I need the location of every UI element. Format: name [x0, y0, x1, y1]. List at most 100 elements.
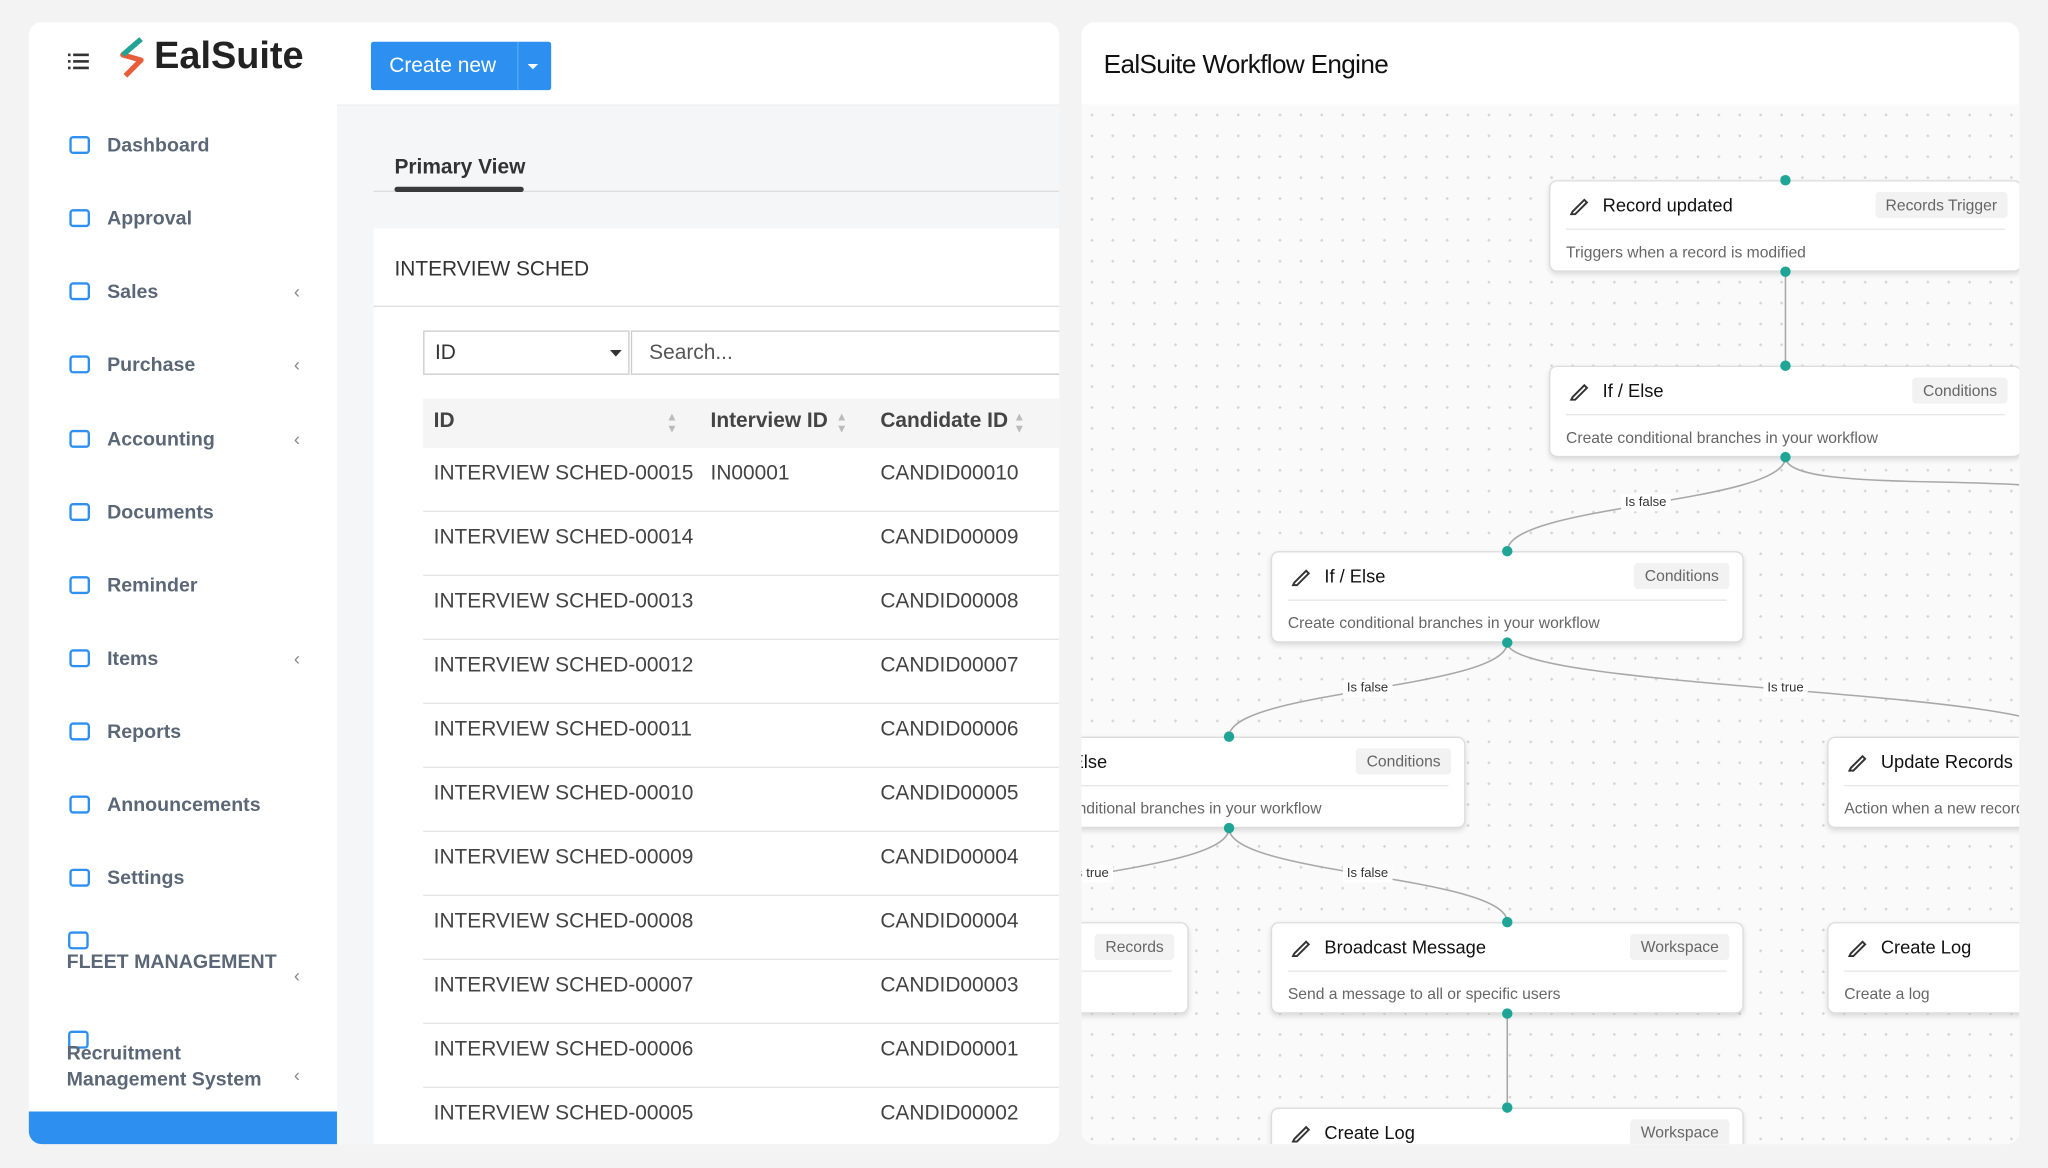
menu-icon[interactable]: [67, 51, 92, 72]
node-divider: [1287, 970, 1727, 972]
node-icon-glyph: [1291, 1125, 1311, 1143]
search-placeholder: Search...: [649, 342, 733, 365]
workflow-node[interactable]: Records: [1081, 922, 1189, 1014]
menu-item[interactable]: Recruitment Management System ‹: [29, 1025, 337, 1093]
active-tab-indicator: [394, 186, 524, 192]
menu-icon-glyph: [69, 355, 90, 374]
node-icon: [1846, 935, 1870, 965]
column-header[interactable]: Candidate ID: [880, 410, 1009, 433]
node-divider: [1566, 228, 2005, 230]
workflow-node[interactable]: Broadcast Message Workspace Send a message…: [1270, 916, 1744, 1019]
node-description: Create conditional branches in your work…: [1081, 799, 1322, 818]
brand: EalSuite: [154, 35, 304, 78]
menu-item[interactable]: Approval: [29, 202, 337, 239]
row-rule: [423, 574, 1060, 576]
menu-item[interactable]: Reports: [29, 716, 337, 753]
workflow-node[interactable]: If / Else Conditions Create conditional br…: [1270, 545, 1744, 648]
workflow-node[interactable]: Create Log Workspace: [1270, 1102, 1744, 1145]
workflow-node[interactable]: If / Else Conditions Create conditional br…: [1081, 731, 1466, 834]
node-description: Create a log: [1844, 984, 1930, 1004]
node-icon-glyph: [1569, 383, 1589, 401]
node-icon-glyph: [1291, 569, 1311, 587]
node-description: Send a message to all or specific users: [1287, 984, 1561, 1004]
menu-icon-glyph: [68, 931, 89, 950]
menu-item[interactable]: Settings: [29, 862, 337, 899]
workflow-node[interactable]: Create Log Create a log: [1827, 922, 2020, 1014]
workflow-node[interactable]: Record updated Records Trigger Triggers wh…: [1549, 175, 2020, 277]
table-cell: INTERVIEW SCHED-00014: [433, 526, 694, 549]
table-cell: CANDID00007: [880, 654, 1019, 677]
table-cell: INTERVIEW SCHED-00015: [433, 462, 694, 485]
edge-label: Is true: [1081, 865, 1113, 883]
node-icon: [1567, 193, 1591, 223]
menu-label: Recruitment Management System: [66, 1042, 262, 1091]
handle: [1780, 266, 1791, 277]
submenu-chevron: ‹: [293, 280, 300, 302]
active-menu-item[interactable]: [28, 1111, 337, 1145]
menu-item[interactable]: Sales ‹: [29, 276, 337, 313]
node-icon: [1289, 564, 1313, 594]
menu-label: Settings: [107, 867, 185, 890]
node-description: Create conditional branches in your work…: [1566, 428, 1878, 447]
table-cell: INTERVIEW SCHED-00008: [433, 910, 694, 933]
table-cell: CANDID00004: [880, 910, 1019, 933]
menu-item[interactable]: Accounting ‹: [29, 423, 337, 460]
node-divider: [1081, 970, 1172, 972]
filter-select[interactable]: ID: [423, 330, 630, 375]
submenu-chevron: ‹: [293, 647, 300, 669]
table-cell: INTERVIEW SCHED-00010: [433, 782, 694, 805]
table-cell: CANDID00009: [880, 526, 1019, 549]
table-cell: INTERVIEW SCHED-00012: [433, 654, 694, 677]
workflow-title: EalSuite Workflow Engine: [1103, 50, 1389, 80]
table-title: INTERVIEW SCHED: [394, 258, 590, 281]
divider: [517, 41, 519, 91]
workflow-canvas[interactable]: Record updated Records Trigger Triggers wh…: [1081, 104, 2020, 1145]
menu-item[interactable]: Purchase ‹: [29, 349, 337, 386]
table-cell: INTERVIEW SCHED-00013: [433, 590, 694, 613]
column-header[interactable]: ID: [433, 410, 455, 433]
menu-item[interactable]: FLEET MANAGEMENT ‹: [29, 926, 337, 994]
menu-icon: [68, 866, 92, 896]
menu-item[interactable]: Reminder: [29, 569, 337, 606]
tab-rule: [373, 190, 1060, 192]
search-input[interactable]: Search...: [630, 330, 1060, 375]
node-title: Update Records: [1880, 751, 2013, 772]
create-button[interactable]: Create new: [370, 41, 552, 91]
node-title: Create Log: [1324, 1121, 1415, 1143]
node-description: Triggers when a record is modified: [1566, 242, 1806, 262]
menu-label: Reminder: [107, 574, 198, 597]
table-cell: CANDID00004: [880, 846, 1019, 869]
column-header[interactable]: Interview ID: [710, 410, 828, 433]
workflow-node[interactable]: If / Else Conditions Create conditional br…: [1549, 360, 2020, 463]
workflow-node[interactable]: Update Records Action when a new record i: [1827, 736, 2020, 829]
node-title: Create Log: [1880, 936, 1972, 958]
row-rule: [423, 638, 1060, 640]
menu-item[interactable]: Announcements: [29, 789, 337, 826]
node-divider: [1566, 414, 2005, 416]
tab[interactable]: Primary View: [394, 156, 526, 179]
handle: [1502, 545, 1513, 557]
menu-item[interactable]: Items ‹: [29, 643, 337, 680]
menu-icon-glyph: [69, 429, 90, 448]
menu-icon: [68, 353, 92, 383]
dropdown-caret[interactable]: [526, 63, 539, 71]
row-rule: [423, 830, 1060, 832]
menu-item[interactable]: Documents: [29, 496, 337, 533]
table-cell: CANDID00005: [880, 782, 1019, 805]
row-rule: [423, 1086, 1060, 1088]
menu-label: Sales: [107, 280, 159, 304]
title-rule: [373, 305, 1060, 307]
menu-icon-glyph: [69, 209, 90, 228]
table-cell: IN00001: [710, 462, 790, 485]
edge-label: Is false: [1342, 865, 1393, 883]
menu-label: Items: [107, 647, 159, 671]
menu-icon-glyph: [69, 502, 90, 522]
node-icon: [1567, 379, 1591, 409]
node-description: Create conditional branches in your work…: [1287, 613, 1600, 633]
node-title: If / Else: [1081, 751, 1108, 772]
menu-icon-glyph: [69, 282, 90, 301]
node-description: Action when a new record i: [1844, 799, 2020, 818]
menu-item[interactable]: Dashboard: [29, 129, 337, 166]
